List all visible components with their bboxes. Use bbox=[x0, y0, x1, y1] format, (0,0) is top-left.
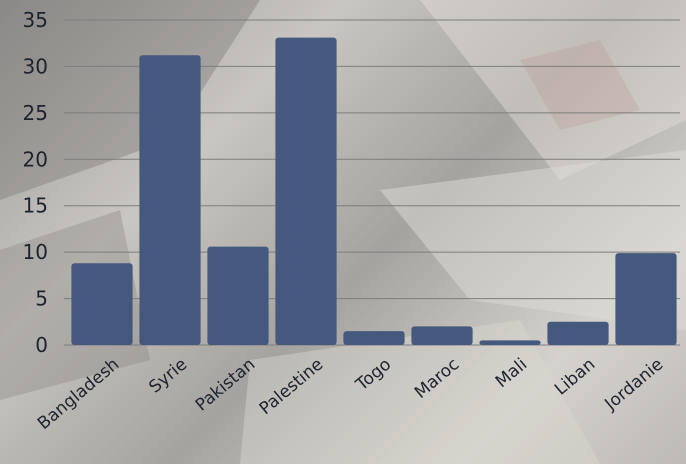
x-tick-label-bangladesh: Bangladesh bbox=[34, 355, 123, 434]
bar-pakistan bbox=[207, 246, 269, 345]
x-tick-label-palestine: Palestine bbox=[256, 355, 328, 420]
x-tick-label-pakistan: Pakistan bbox=[192, 355, 259, 416]
bar-mali bbox=[479, 340, 541, 345]
x-tick-label-maroc: Maroc bbox=[411, 355, 463, 403]
x-tick-label-togo: Togo bbox=[352, 355, 396, 396]
x-tick-label-syrie: Syrie bbox=[145, 355, 191, 398]
y-tick-label-30: 30 bbox=[23, 54, 48, 78]
x-tick-label-liban: Liban bbox=[551, 355, 599, 400]
y-tick-label-15: 15 bbox=[23, 194, 48, 218]
bar-togo bbox=[343, 331, 405, 345]
y-tick-label-10: 10 bbox=[23, 240, 48, 264]
y-tick-label-5: 5 bbox=[35, 287, 48, 311]
bar-jordanie bbox=[615, 253, 677, 345]
x-tick-label-jordanie: Jordanie bbox=[601, 355, 668, 415]
y-tick-label-25: 25 bbox=[23, 101, 48, 125]
bar-liban bbox=[547, 321, 609, 345]
y-tick-label-0: 0 bbox=[35, 333, 48, 357]
bar-maroc bbox=[411, 326, 473, 345]
bar-palestine bbox=[275, 37, 337, 346]
y-tick-label-20: 20 bbox=[23, 147, 48, 171]
x-tick-label-mali: Mali bbox=[492, 355, 531, 393]
y-tick-label-35: 35 bbox=[23, 8, 48, 32]
bar-syrie bbox=[139, 55, 201, 346]
bar-bangladesh bbox=[71, 263, 133, 345]
